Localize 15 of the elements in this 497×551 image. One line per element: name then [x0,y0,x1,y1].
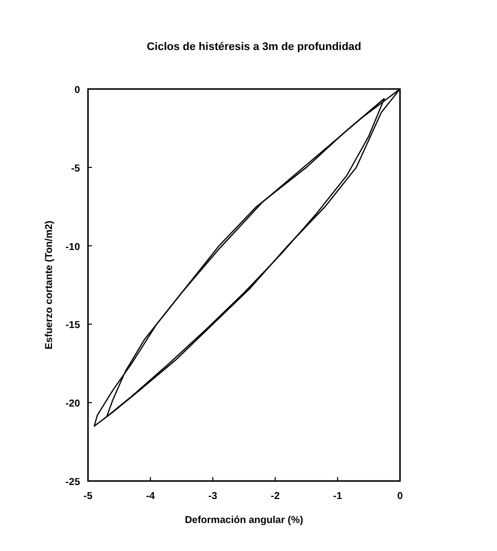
x-tick-label: -5 [84,491,93,502]
x-tick-label: 0 [397,491,404,502]
y-tick-label: -20 [66,398,80,410]
y-tick-label: -5 [71,163,80,174]
x-tick-label: -3 [208,491,218,502]
x-tick-label: -2 [270,491,280,502]
x-tick-label: -4 [146,491,156,502]
x-axis-title: Deformación angular (%) [184,515,304,526]
y-tick-label: -10 [66,242,80,253]
x-tick-label: -1 [333,491,342,502]
y-tick-label: -25 [66,477,80,488]
y-tick-label: -15 [66,320,80,332]
chart-title: Ciclos de histéresis a 3m de profundidad [146,41,362,53]
y-tick-label: 0 [74,85,80,96]
y-axis-title: Esfuerzo cortante (Ton/m2) [44,220,55,350]
